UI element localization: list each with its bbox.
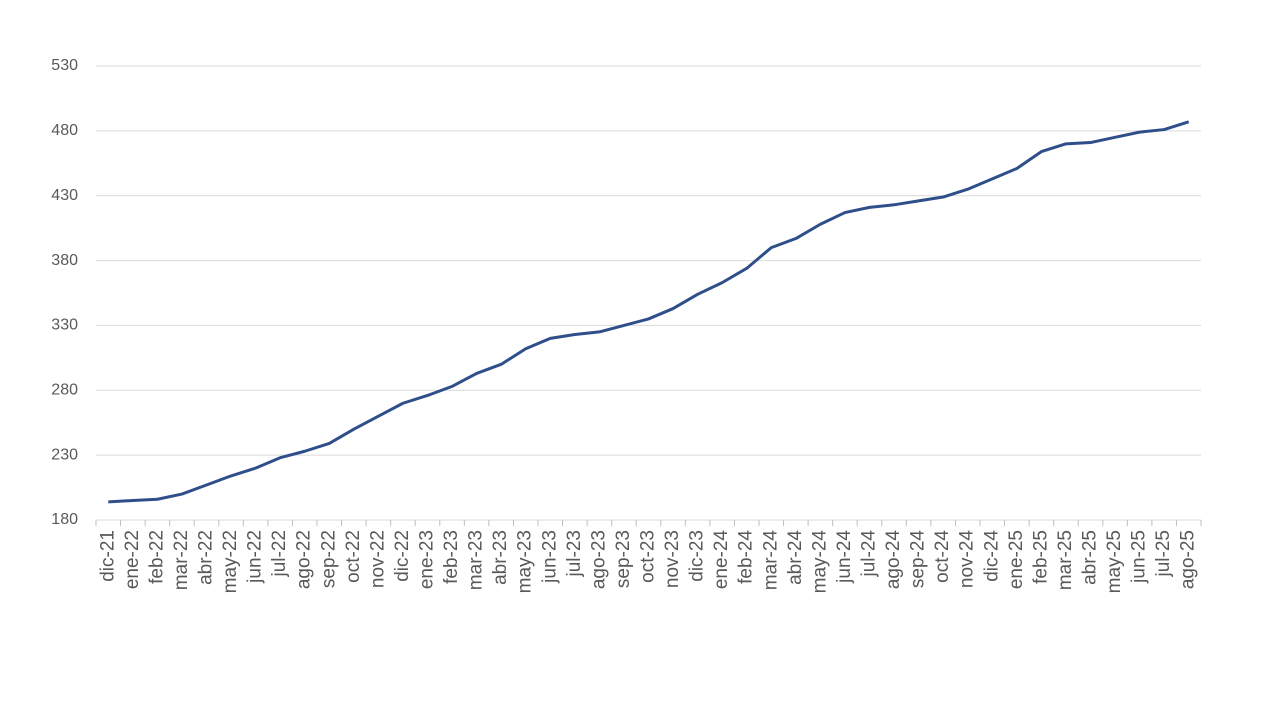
x-tick-label: ago-22 (294, 530, 315, 589)
y-tick-label: 230 (51, 446, 78, 463)
y-tick-label: 280 (51, 382, 78, 399)
x-tick-label: may-22 (220, 530, 241, 593)
x-tick-label: feb-22 (146, 530, 167, 584)
x-tick-label: sep-24 (908, 530, 929, 589)
x-tick-label: may-23 (515, 530, 536, 593)
x-tick-label: ene-25 (1006, 530, 1027, 589)
x-tick-label: jun-24 (834, 530, 855, 584)
x-tick-label: sep-22 (318, 530, 339, 588)
x-tick-label: oct-22 (343, 530, 364, 583)
x-tick-label: jun-22 (245, 530, 266, 584)
x-tick-label: abr-23 (490, 530, 511, 585)
x-tick-label: nov-23 (662, 530, 683, 588)
x-tick-label: abr-25 (1080, 530, 1101, 585)
x-tick-label: dic-22 (392, 530, 413, 582)
x-tick-label: may-24 (809, 530, 830, 594)
x-tick-label: oct-23 (638, 530, 659, 583)
x-tick-label: abr-22 (196, 530, 217, 585)
x-tick-label: jun-23 (539, 530, 560, 584)
x-tick-label: dic-21 (97, 530, 118, 582)
x-tick-label: oct-24 (932, 530, 953, 583)
x-tick-label: mar-23 (466, 530, 487, 590)
x-tick-label: may-25 (1104, 530, 1125, 593)
x-tick-label: ago-25 (1178, 530, 1199, 589)
x-tick-label: mar-25 (1055, 530, 1076, 590)
y-tick-label: 430 (51, 187, 78, 204)
x-tick-label: feb-24 (736, 530, 757, 584)
x-tick-label: ene-24 (711, 530, 732, 590)
x-tick-label: mar-22 (171, 530, 192, 590)
x-tick-label: jun-25 (1129, 530, 1150, 584)
x-tick-label: abr-24 (785, 530, 806, 585)
x-tick-label: sep-23 (613, 530, 634, 588)
x-tick-label: nov-24 (957, 530, 978, 589)
y-tick-label: 530 (51, 57, 78, 74)
x-tick-label: ago-23 (588, 530, 609, 589)
x-tick-label: jul-22 (269, 530, 290, 577)
y-tick-label: 330 (51, 317, 78, 334)
x-tick-label: dic-24 (981, 530, 1002, 582)
x-tick-label: ago-24 (883, 530, 904, 590)
x-tick-label: feb-23 (441, 530, 462, 584)
y-tick-label: 380 (51, 252, 78, 269)
y-tick-label: 180 (51, 511, 78, 528)
x-tick-label: feb-25 (1030, 530, 1051, 584)
x-tick-label: jul-23 (564, 530, 585, 577)
y-tick-label: 480 (51, 122, 78, 139)
x-tick-label: ene-23 (417, 530, 438, 589)
line-series (108, 120, 1190, 504)
x-tick-label: ene-22 (122, 530, 143, 589)
x-tick-label: jul-25 (1153, 530, 1174, 577)
x-tick-label: mar-24 (760, 530, 781, 591)
x-tick-label: nov-22 (367, 530, 388, 588)
x-tick-label: dic-23 (687, 530, 708, 582)
x-tick-label: jul-24 (859, 530, 880, 578)
